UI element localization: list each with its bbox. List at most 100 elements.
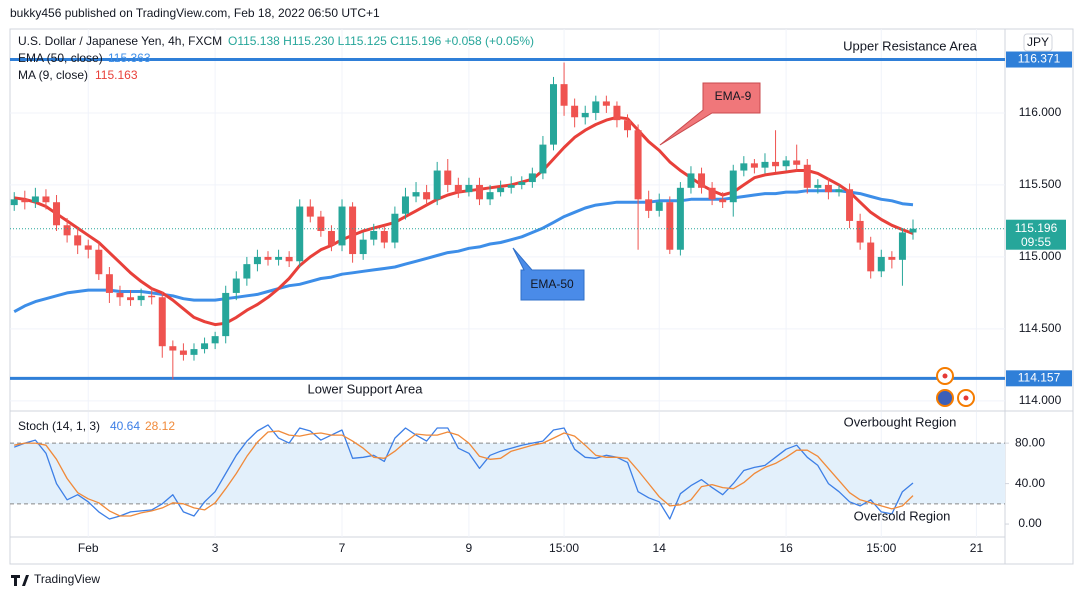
stoch-title: Stoch (14, 1, 3) (18, 419, 100, 433)
candle-body (327, 231, 335, 246)
level-text: Upper Resistance Area (843, 38, 977, 53)
candle-body (21, 199, 29, 203)
candle-body (349, 206, 357, 255)
level-tag-label: 116.371 (1018, 52, 1061, 66)
candle-body (581, 112, 589, 118)
candle-body (380, 231, 388, 243)
legend-value: 115.363 (108, 51, 151, 65)
candle-body (814, 184, 822, 188)
candle-body (454, 184, 462, 193)
currency-label: JPY (1027, 35, 1049, 49)
candle-body (264, 256, 272, 260)
stoch-band (10, 443, 1005, 504)
indicator-line (14, 430, 914, 517)
candle-body (549, 84, 557, 145)
candle-body (676, 187, 684, 250)
header: bukky456 published on TradingView.com, F… (10, 6, 380, 20)
candle-body (645, 199, 653, 211)
candle-body (179, 350, 187, 355)
x-tick-label: 7 (339, 541, 346, 555)
candle-body (824, 184, 832, 193)
candle-body (528, 173, 536, 183)
x-tick-label: 21 (970, 541, 984, 555)
candle-body (359, 239, 367, 255)
candle-body (243, 264, 251, 279)
x-tick-label: Feb (78, 541, 99, 555)
x-tick-label: 14 (653, 541, 667, 555)
x-tick-label: 3 (212, 541, 219, 555)
candle-body (782, 160, 790, 167)
candle-body (803, 164, 811, 188)
candle-body (433, 170, 441, 200)
legend-value: 115.163 (95, 68, 138, 82)
y-tick-label: 80.00 (1015, 435, 1045, 449)
candle-body (888, 256, 896, 260)
candle-body (772, 161, 780, 167)
candle-body (507, 184, 515, 188)
candle-body (137, 295, 145, 301)
candle-body (867, 242, 875, 272)
indicator-line (13, 424, 914, 520)
event-icon-dot (942, 373, 948, 379)
ema50-annotation: EMA-50 (530, 277, 574, 291)
candle-body (84, 245, 92, 250)
x-tick-label: 9 (466, 541, 473, 555)
candle-body (401, 196, 409, 214)
candle-body (475, 184, 483, 200)
countdown: 09:55 (1021, 235, 1051, 249)
candle-body (53, 202, 61, 226)
candle-body (602, 101, 610, 106)
candle-body (127, 297, 135, 301)
plot: Feb 3 7 9 15:00 14 16 15:00 21 114.000 114.500 115.… (10, 29, 1072, 555)
candle-body (560, 84, 568, 106)
candle-body (74, 235, 82, 246)
legend-name: EMA (50, close) (18, 51, 103, 65)
candle-body (666, 202, 674, 250)
price-tag-label: 115.196 (1015, 221, 1058, 235)
candle-body (391, 213, 399, 243)
x-tick-label: 15:00 (866, 541, 896, 555)
stoch-annotation: Overbought Region (844, 414, 957, 429)
flag-icon[interactable] (936, 389, 954, 407)
indicator-line (14, 115, 914, 327)
candle-body (465, 184, 473, 193)
currency-badge[interactable] (1023, 33, 1053, 52)
candle-body (105, 274, 113, 293)
candle-body (846, 189, 854, 221)
candle-body (571, 105, 579, 118)
y-tick-label: 115.500 (1019, 177, 1062, 191)
candle-body (338, 206, 346, 246)
candle-body (296, 206, 304, 262)
candle-body (275, 256, 283, 260)
candle-body (708, 187, 716, 200)
candle-body (486, 192, 494, 200)
candle-body (750, 163, 758, 168)
candle-body (624, 120, 632, 131)
candle-body (856, 220, 864, 243)
legend-value: 28.12 (145, 419, 175, 433)
candle-body (687, 173, 695, 188)
candle-body (497, 187, 505, 193)
candle-body (877, 256, 885, 272)
candle-body (423, 192, 431, 200)
symbol-title: U.S. Dollar / Japanese Yen, 4h, FXCM (18, 34, 222, 48)
ema50-callout (512, 247, 585, 301)
legend-name: MA (9, close) (18, 68, 88, 82)
y-tick-label: 115.000 (1019, 249, 1062, 263)
ema9-annotation: EMA-9 (715, 89, 752, 103)
candle-body (729, 170, 737, 203)
ema9-callout (659, 82, 761, 146)
frame (9, 28, 1074, 565)
candle-body (253, 256, 261, 265)
y-tick-label: 114.500 (1019, 321, 1062, 335)
candle-body (158, 297, 166, 347)
y-tick-label: 116.000 (1019, 105, 1062, 119)
candle-body (518, 182, 526, 185)
candle-body (211, 336, 219, 344)
candle-body (222, 292, 230, 337)
candle-body (634, 130, 642, 200)
candle-body (116, 292, 124, 298)
footer: TradingView (34, 572, 100, 586)
candle-body (232, 278, 240, 293)
